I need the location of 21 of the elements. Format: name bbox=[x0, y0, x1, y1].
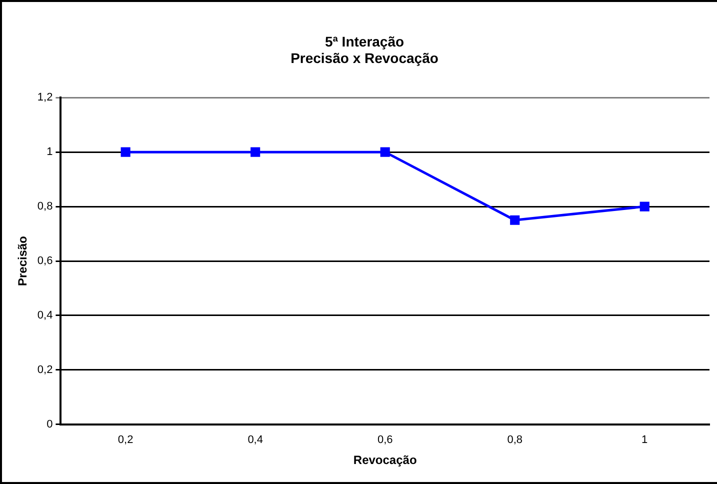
x-tick-label: 0,8 bbox=[507, 434, 523, 446]
text: Precisão x Revocação bbox=[290, 50, 438, 66]
x-axis-title: Revocação bbox=[353, 453, 417, 468]
y-tick-label: 0,4 bbox=[37, 310, 53, 322]
y-tick-label: 0,6 bbox=[37, 255, 53, 268]
y-tick-label: 0,8 bbox=[37, 200, 53, 213]
y-axis-title: Precisão bbox=[16, 236, 30, 286]
x-tick-label: 0,6 bbox=[377, 434, 393, 446]
point bbox=[120, 147, 130, 157]
point bbox=[510, 215, 520, 225]
text: 5ª Interação bbox=[324, 33, 404, 50]
point bbox=[250, 147, 260, 157]
x-tick-label: 0,4 bbox=[248, 434, 263, 446]
y-tick-label: 1 bbox=[46, 146, 53, 158]
x-tick-label: 1 bbox=[642, 434, 648, 446]
point bbox=[380, 147, 390, 157]
x-tick-label: 0,2 bbox=[118, 434, 134, 446]
y-tick-label: 0 bbox=[46, 418, 53, 430]
point bbox=[640, 202, 650, 212]
y-tick-label: 0,2 bbox=[37, 364, 53, 376]
y-tick-label: 1,2 bbox=[37, 92, 53, 104]
